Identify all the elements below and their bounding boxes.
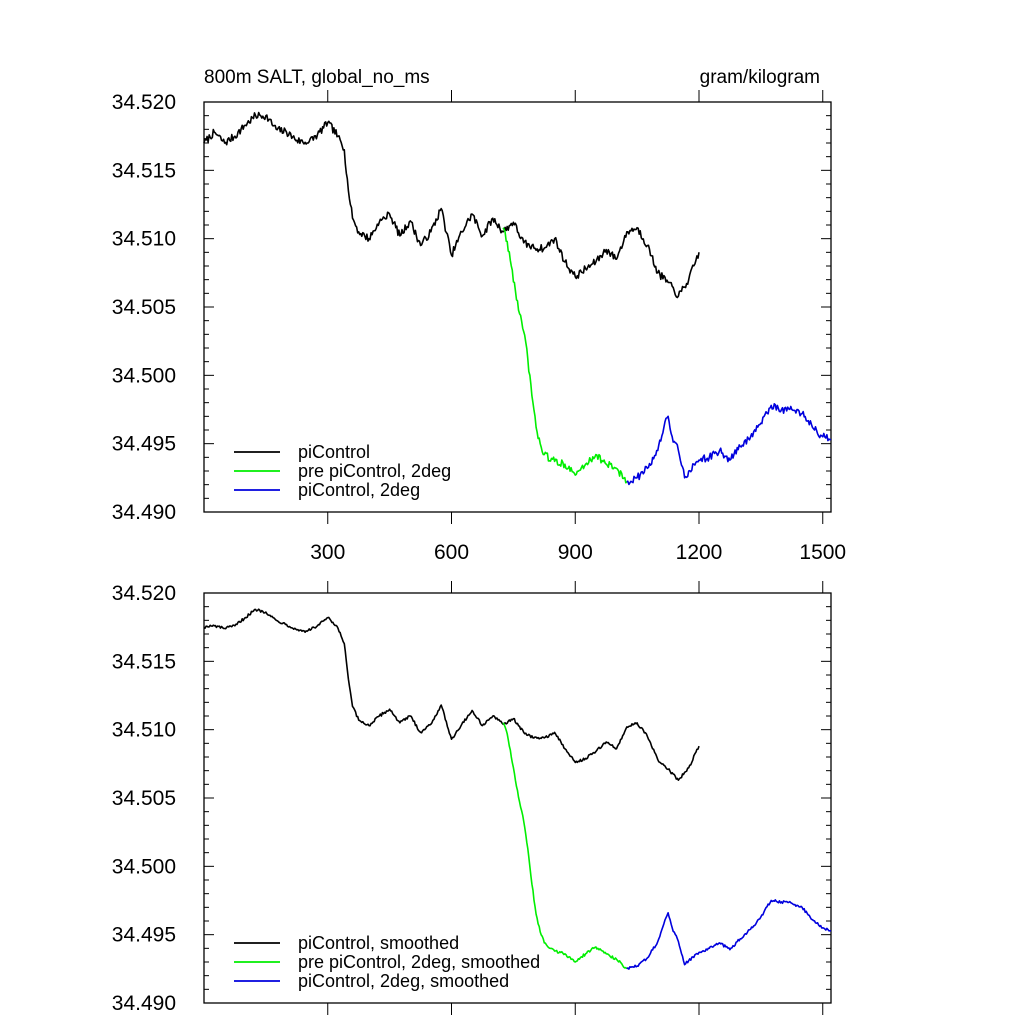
series-line-bottom-1 <box>502 722 628 970</box>
x-tick-label: 300 <box>310 541 345 564</box>
y-tick-label: 34.510 <box>112 719 176 742</box>
legend-label: piControl, 2deg, smoothed <box>298 971 509 991</box>
legend-label: piControl, 2deg <box>298 480 420 500</box>
bottom-panel: 34.490 34.495 34.500 34.505 34.510 34.515 34.5… <box>112 581 832 1015</box>
x-tick-label: 900 <box>558 541 593 564</box>
y-tick-label: 34.515 <box>112 159 176 182</box>
x-tick-label: 1500 <box>799 541 846 564</box>
legend-label: pre piControl, 2deg, smoothed <box>298 952 540 972</box>
y-tick-label: 34.510 <box>112 228 176 251</box>
y-tick-label: 34.495 <box>112 433 176 456</box>
y-tick-label: 34.490 <box>112 501 176 524</box>
y-tick-label: 34.495 <box>112 924 176 947</box>
y-tick-label: 34.490 <box>112 992 176 1015</box>
legend-label: piControl, smoothed <box>298 933 459 953</box>
series-line-top-0 <box>203 111 700 299</box>
y-tick-label: 34.500 <box>112 855 176 878</box>
series-line-top-2 <box>626 403 831 486</box>
y-tick-label: 34.505 <box>112 787 176 810</box>
series-line-top-1 <box>502 227 628 484</box>
y-tick-label: 34.505 <box>112 296 176 319</box>
y-tick-label: 34.520 <box>112 91 176 114</box>
units-label: gram/kilogram <box>700 67 820 88</box>
legend-label: piControl <box>298 442 370 462</box>
x-tick-label: 1200 <box>676 541 723 564</box>
legend-label: pre piControl, 2deg <box>298 461 451 481</box>
top-panel: 34.490 34.495 34.500 34.505 34.510 34.515 34.5… <box>112 90 846 564</box>
y-tick-label: 34.500 <box>112 364 176 387</box>
series-line-bottom-0 <box>203 608 700 781</box>
series-line-bottom-2 <box>626 899 832 970</box>
x-tick-label: 600 <box>434 541 469 564</box>
chart-title: 800m SALT, global_no_ms <box>204 67 430 88</box>
y-tick-label: 34.520 <box>112 582 176 605</box>
y-tick-label: 34.515 <box>112 650 176 673</box>
